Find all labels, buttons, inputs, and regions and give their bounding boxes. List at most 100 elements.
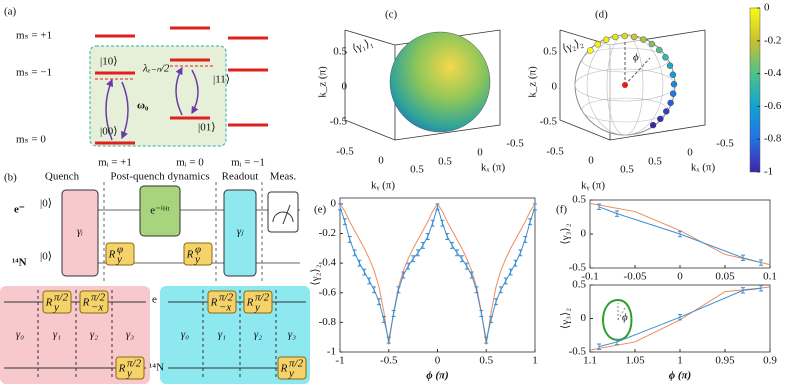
z-axis-label: k_z (π) <box>527 66 539 98</box>
error-bar <box>513 259 518 267</box>
right-table-bg <box>160 286 310 384</box>
column-label: γ₀ <box>16 329 24 341</box>
error-bar <box>759 285 763 292</box>
y-tick-label: -0.5 <box>336 146 354 158</box>
error-bar <box>615 210 619 217</box>
mi-label: mᵢ = +1 <box>98 157 132 169</box>
y-tick-label: 0.5 <box>620 164 634 176</box>
x-tick-label: 0.5 <box>479 355 493 367</box>
column-label: γ₂ <box>90 329 98 341</box>
column-label: γ₂ <box>254 329 262 341</box>
z-tick-label: 0 <box>552 81 558 93</box>
z-tick-label: -0.5 <box>540 116 558 128</box>
x-tick-label: 0.9 <box>763 355 777 367</box>
gate-sub: y <box>288 368 294 380</box>
error-bar <box>523 236 528 243</box>
error-bar <box>377 298 381 306</box>
error-bar <box>381 315 386 323</box>
y-tick-label: -0.6 <box>319 286 337 298</box>
x-tick-label: -0.5 <box>506 138 524 150</box>
gate <box>183 242 213 266</box>
y-tick-label: -0.8 <box>319 316 337 328</box>
x-tick-label: 0.05 <box>715 271 735 283</box>
error-bar <box>498 286 503 294</box>
stage-label: Post-quench dynamics <box>110 171 209 183</box>
phi-arm <box>624 40 651 86</box>
y-tick-label: -0.4 <box>319 257 337 269</box>
gate <box>207 290 237 314</box>
y-tick-label: 0.5 <box>410 164 424 176</box>
ms-label: mₛ = +1 <box>16 30 52 42</box>
y-axis-label: kᵧ (π) <box>581 180 605 192</box>
gate <box>115 356 145 380</box>
error-bar <box>396 286 401 294</box>
annotation: ϕ <box>633 52 639 64</box>
column-label: γ₃ <box>126 329 134 341</box>
annotation: ϕ <box>622 312 628 324</box>
y-axis-label: kᵧ (π) <box>371 180 395 192</box>
stage-dividers <box>103 182 263 282</box>
error-bar <box>435 203 440 211</box>
gate-sup: π/2 <box>219 292 234 304</box>
mi-label: mᵢ = 0 <box>176 157 204 169</box>
mi-label: mᵢ = −1 <box>231 157 265 169</box>
energy-levels <box>95 26 268 145</box>
panel-label: (c) <box>385 9 398 21</box>
gate-sup: π/2 <box>255 292 270 304</box>
error-bar <box>597 343 601 350</box>
gate-sub: y <box>254 302 260 314</box>
gate-sub: −x <box>91 302 103 314</box>
colorbar-tick-label: -0.8 <box>764 133 782 145</box>
readout-box <box>223 189 257 277</box>
colorbar <box>749 7 761 173</box>
gate <box>79 290 109 314</box>
state-label: |11⟩ <box>213 74 230 86</box>
x-tick-label: 1.1 <box>583 355 597 367</box>
gate-sup: π/2 <box>127 358 142 370</box>
data-point <box>640 36 647 43</box>
table-dividers <box>37 290 277 380</box>
error-bar <box>469 271 474 279</box>
origin <box>622 82 628 88</box>
gate-label: γⱼ <box>237 226 244 238</box>
error-bar <box>494 298 498 306</box>
column-label: γ₁ <box>53 329 61 341</box>
data-point <box>656 46 663 54</box>
gate-sup: π/2 <box>289 358 304 370</box>
z-tick-label: 0 <box>342 81 348 93</box>
init-state: |0⟩ <box>40 198 52 210</box>
y-axis-label: ⟨γ₂⟩₂ <box>310 264 322 285</box>
z-tick-label: 0.5 <box>543 46 557 58</box>
y-axis-label: ⟨γ₃⟩₂ <box>560 308 572 329</box>
gate <box>42 290 72 314</box>
error-bar <box>528 218 533 226</box>
colorbar-tick-label: -1 <box>764 166 773 178</box>
y-tick-label: -0.5 <box>546 146 564 158</box>
error-bar <box>678 230 682 238</box>
x-axis-label: ϕ (π) <box>426 370 448 382</box>
init-state: |0⟩ <box>40 251 52 263</box>
error-bar <box>357 259 362 267</box>
error-bar <box>391 310 396 317</box>
meter <box>272 204 294 225</box>
error-bar <box>425 233 430 240</box>
error-bar <box>479 310 484 317</box>
x-tick-label: 0 <box>687 147 693 159</box>
x-tick-label: 0 <box>477 147 483 159</box>
x-tick-label: 0 <box>677 271 683 283</box>
row-label: e <box>152 294 157 306</box>
panel-label: (a) <box>4 6 17 18</box>
gate-base: R <box>108 249 116 261</box>
gate-sup: π/2 <box>91 292 106 304</box>
sphere-title: ⟨γ₂⟩₂ <box>561 37 585 56</box>
shifted-levels <box>95 65 215 80</box>
error-bar <box>508 268 513 276</box>
error-bar <box>450 241 455 249</box>
data-point <box>649 121 657 129</box>
gate-base: R <box>210 297 218 309</box>
data-point <box>667 99 674 107</box>
gate-base: R <box>186 249 194 261</box>
error-bar <box>455 249 459 257</box>
gate <box>105 242 135 266</box>
